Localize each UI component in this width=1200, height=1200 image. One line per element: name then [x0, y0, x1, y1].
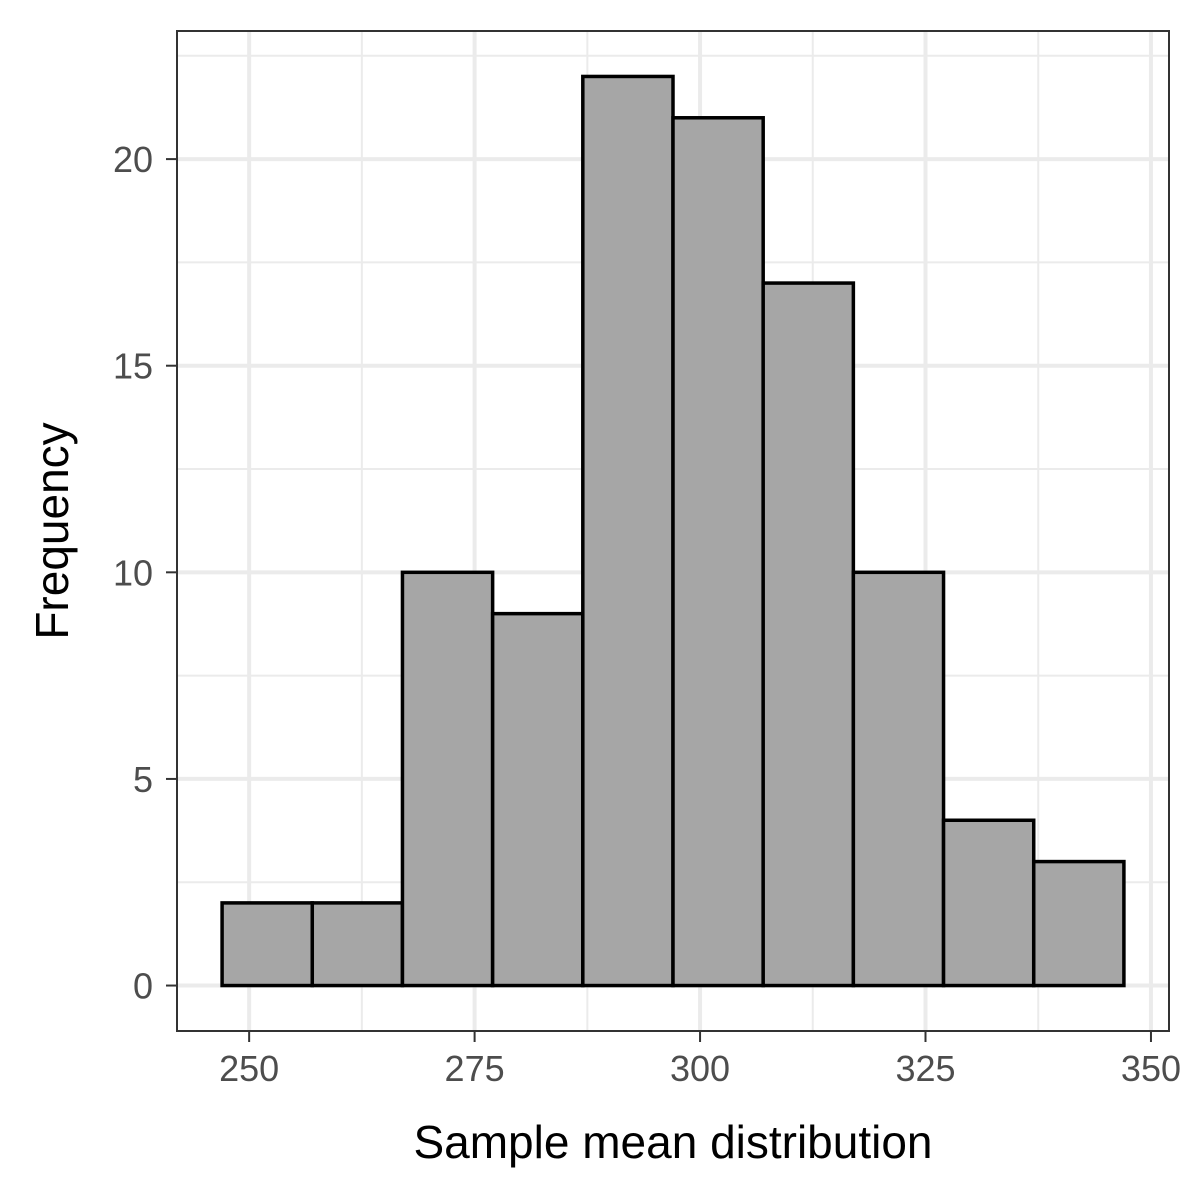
- y-tick-label: 5: [133, 759, 153, 800]
- y-axis-title: Frequency: [26, 422, 78, 639]
- panel-border: [176, 30, 1170, 1032]
- histogram-bar: [400, 570, 495, 988]
- x-tick-label: 325: [895, 1048, 955, 1089]
- y-tick-label: 10: [113, 552, 153, 593]
- x-tick-label: 250: [219, 1048, 279, 1089]
- x-tick-label: 350: [1121, 1048, 1181, 1089]
- y-axis: 0 5 10 15 20: [113, 139, 177, 1007]
- x-tick-label: 275: [445, 1048, 505, 1089]
- histogram-bar: [581, 74, 675, 988]
- histogram-bar: [310, 901, 405, 988]
- histogram-bar: [761, 281, 856, 988]
- histogram-bar: [671, 116, 765, 988]
- y-tick-label: 0: [133, 966, 153, 1007]
- x-tick-label: 300: [670, 1048, 730, 1089]
- histogram-bar: [220, 901, 315, 988]
- histogram-bar: [851, 570, 946, 988]
- x-axis: 250 275 300 325 350: [219, 1031, 1181, 1089]
- y-tick-label: 15: [113, 346, 153, 387]
- y-tick-label: 20: [113, 139, 153, 180]
- histogram-bar: [490, 611, 585, 988]
- histogram-bar: [941, 818, 1036, 988]
- x-axis-title: Sample mean distribution: [413, 1116, 932, 1168]
- histogram-bar: [1031, 859, 1126, 988]
- histogram-bars: [220, 74, 1126, 988]
